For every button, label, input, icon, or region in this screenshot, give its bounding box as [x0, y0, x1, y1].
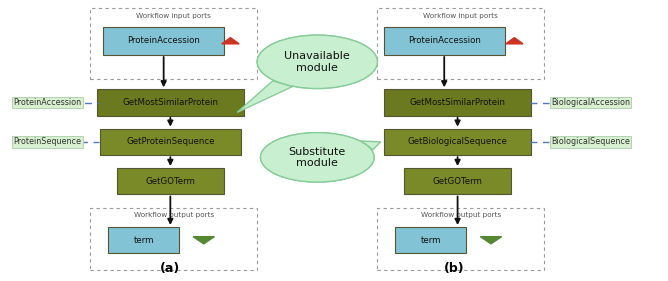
Text: GetMostSimilarProtein: GetMostSimilarProtein: [122, 98, 218, 107]
FancyBboxPatch shape: [100, 129, 241, 155]
Ellipse shape: [257, 35, 377, 89]
Text: Workflow output ports: Workflow output ports: [421, 212, 501, 218]
Ellipse shape: [261, 133, 374, 182]
Text: term: term: [134, 236, 154, 245]
Text: ProteinSequence: ProteinSequence: [13, 137, 81, 146]
Ellipse shape: [257, 35, 377, 89]
Polygon shape: [193, 237, 214, 244]
FancyBboxPatch shape: [383, 27, 505, 55]
FancyBboxPatch shape: [108, 227, 179, 253]
FancyBboxPatch shape: [404, 168, 512, 194]
Text: GetProteinSequence: GetProteinSequence: [126, 137, 214, 146]
Text: ProteinAccession: ProteinAccession: [127, 36, 200, 45]
Text: GetGOTerm: GetGOTerm: [146, 177, 195, 186]
Bar: [377, 8, 544, 79]
Text: Workflow input ports: Workflow input ports: [136, 13, 211, 19]
FancyBboxPatch shape: [383, 89, 532, 116]
Text: BiologicalSequence: BiologicalSequence: [551, 137, 630, 146]
FancyBboxPatch shape: [116, 168, 224, 194]
Polygon shape: [480, 237, 502, 244]
Polygon shape: [237, 81, 293, 112]
Text: ProteinAccession: ProteinAccession: [407, 36, 481, 45]
Text: BiologicalAccession: BiologicalAccession: [551, 98, 630, 107]
FancyBboxPatch shape: [395, 227, 466, 253]
FancyBboxPatch shape: [383, 129, 532, 155]
Ellipse shape: [261, 133, 374, 182]
Text: Substitute
module: Substitute module: [289, 147, 346, 168]
Text: Unavailable
module: Unavailable module: [285, 51, 350, 72]
Text: (b): (b): [444, 262, 464, 275]
Text: Workflow input ports: Workflow input ports: [424, 13, 498, 19]
Polygon shape: [506, 38, 523, 44]
Text: ProteinAccession: ProteinAccession: [13, 98, 81, 107]
Text: term: term: [421, 236, 441, 245]
Text: Workflow output ports: Workflow output ports: [134, 212, 214, 218]
Bar: [90, 8, 257, 79]
Text: (a): (a): [160, 262, 180, 275]
Text: GetMostSimilarProtein: GetMostSimilarProtein: [409, 98, 506, 107]
Polygon shape: [222, 38, 239, 44]
Text: GetBiologicalSequence: GetBiologicalSequence: [407, 137, 508, 146]
Bar: [90, 208, 257, 270]
FancyBboxPatch shape: [104, 27, 224, 55]
Polygon shape: [361, 141, 381, 150]
FancyBboxPatch shape: [97, 89, 244, 116]
Bar: [377, 208, 544, 270]
Text: GetGOTerm: GetGOTerm: [433, 177, 482, 186]
